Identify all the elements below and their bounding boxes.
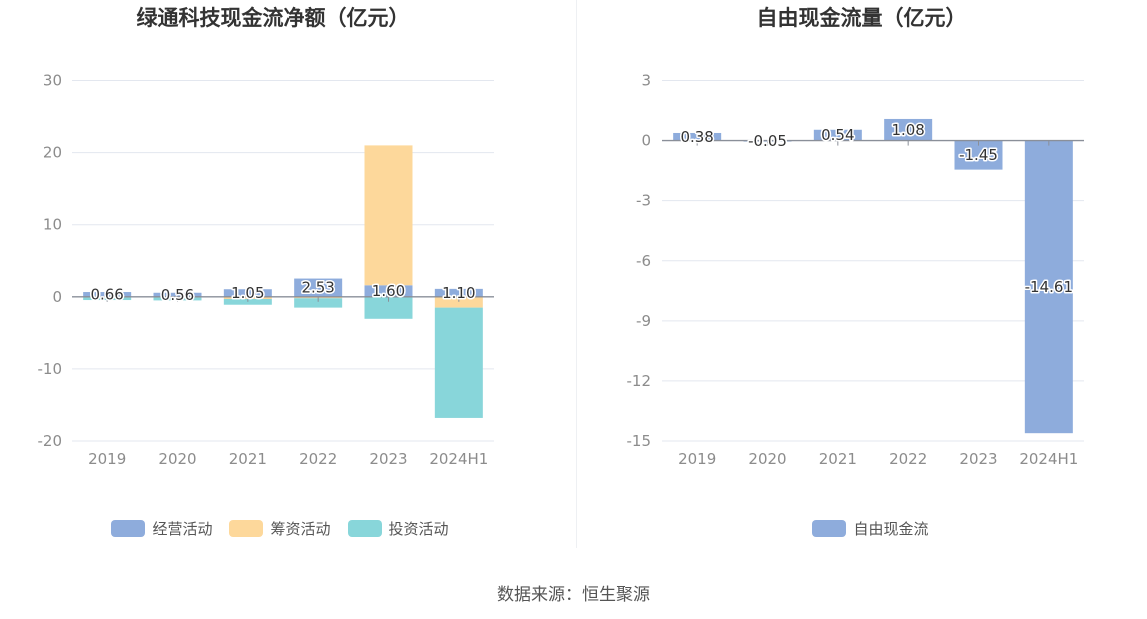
data-label: 2.53: [301, 279, 334, 297]
data-label: -14.61: [1025, 278, 1073, 296]
x-tick-label: 2021: [819, 450, 857, 468]
bar-series0-2020: [153, 292, 202, 297]
x-tick-label: 2019: [88, 450, 126, 468]
bar-series0-2023: [364, 285, 413, 297]
x-tick-label: 2020: [158, 450, 196, 468]
x-tick-label: 2021: [229, 450, 267, 468]
data-label: -0.05: [748, 132, 787, 150]
y-tick-label: -20: [38, 432, 63, 450]
legend-item-investing: 投资活动: [347, 518, 449, 539]
y-tick-label: 0: [52, 288, 62, 306]
legend-label-investing: 投资活动: [388, 519, 449, 538]
chart-title-cash-flow-net: 绿通科技现金流净额（亿元）: [136, 6, 410, 30]
legend-swatch-investing: [347, 519, 382, 537]
legend-label-operating: 经营活动: [152, 519, 213, 538]
chart-1: 3 0 -3 -6 -9 -12 -15 2019 2020 2021 2022 2023 2024H1…: [627, 72, 1084, 468]
legend-label-financing: 筹资活动: [270, 519, 331, 538]
data-label: 1.05: [231, 284, 264, 302]
data-label: 1.08: [891, 121, 924, 139]
y-tick-label: -10: [38, 360, 63, 378]
legend-item-operating: 经营活动: [111, 518, 212, 539]
chart-0: 30 20 10 0 -10 -20 2019 2020 2021 2022 2023 2024H1 0…: [38, 72, 494, 468]
bar-series2-2022: [294, 298, 343, 308]
legend-swatch-financing: [229, 519, 264, 537]
legend-item-free-cash-flow: 自由现金流: [812, 518, 929, 539]
x-tick-label: 2022: [299, 450, 337, 468]
data-label: 1.60: [372, 282, 405, 300]
bar-series0-2021: [223, 289, 272, 297]
legend-swatch-free-cash-flow: [812, 519, 847, 537]
data-label: 0.38: [680, 128, 713, 146]
x-tick-label: 2023: [959, 450, 997, 468]
bar-series2-2023: [364, 296, 413, 319]
bar-series0-2022: [294, 278, 343, 297]
legend-swatch-operating: [111, 519, 146, 537]
x-tick-label: 2024H1: [429, 450, 488, 468]
y-tick-label: -6: [636, 252, 651, 270]
bar-series2-2021: [223, 298, 272, 305]
data-label: -1.45: [959, 146, 998, 164]
legend-item-financing: 筹资活动: [229, 518, 331, 539]
y-tick-label: 30: [43, 72, 62, 90]
data-source-note: 数据来源：恒生聚源: [497, 585, 650, 605]
bar-series0-2024H1: [1024, 140, 1073, 434]
y-tick-label: 20: [43, 144, 62, 162]
x-tick-label: 2023: [369, 450, 407, 468]
y-tick-label: -3: [636, 192, 651, 210]
y-tick-label: 0: [641, 132, 651, 150]
data-label: 0.54: [821, 126, 854, 144]
y-tick-label: -12: [627, 372, 652, 390]
x-tick-label: 2024H1: [1019, 450, 1078, 468]
chart-divider: [576, 0, 577, 548]
bar-series0-2019: [673, 132, 722, 141]
bar-series0-2024H1: [434, 288, 483, 297]
x-tick-label: 2022: [889, 450, 927, 468]
y-tick-label: 3: [641, 72, 651, 90]
bar-series0-2022: [884, 118, 933, 141]
y-tick-label: -15: [627, 432, 652, 450]
bar-series1-2024H1: [434, 296, 483, 308]
bar-series0-2021: [813, 129, 862, 141]
chart-title-free-cash-flow: 自由现金流量（亿元）: [756, 6, 967, 30]
x-tick-label: 2019: [678, 450, 716, 468]
legend-free-cash-flow: 自由现金流: [576, 518, 1147, 538]
y-tick-label: -9: [636, 312, 651, 330]
y-tick-label: 10: [43, 216, 62, 234]
bar-series1-2023: [364, 145, 413, 286]
x-tick-label: 2020: [748, 450, 786, 468]
legend-label-free-cash-flow: 自由现金流: [853, 519, 929, 538]
bar-series2-2024H1: [434, 307, 483, 418]
data-label: 0.66: [90, 285, 123, 303]
legend-cash-flow-net: 经营活动 筹资活动 投资活动: [0, 518, 560, 538]
data-label: 0.56: [161, 286, 194, 304]
data-label: 1.10: [442, 284, 475, 302]
bar-series0-2019: [83, 292, 132, 297]
